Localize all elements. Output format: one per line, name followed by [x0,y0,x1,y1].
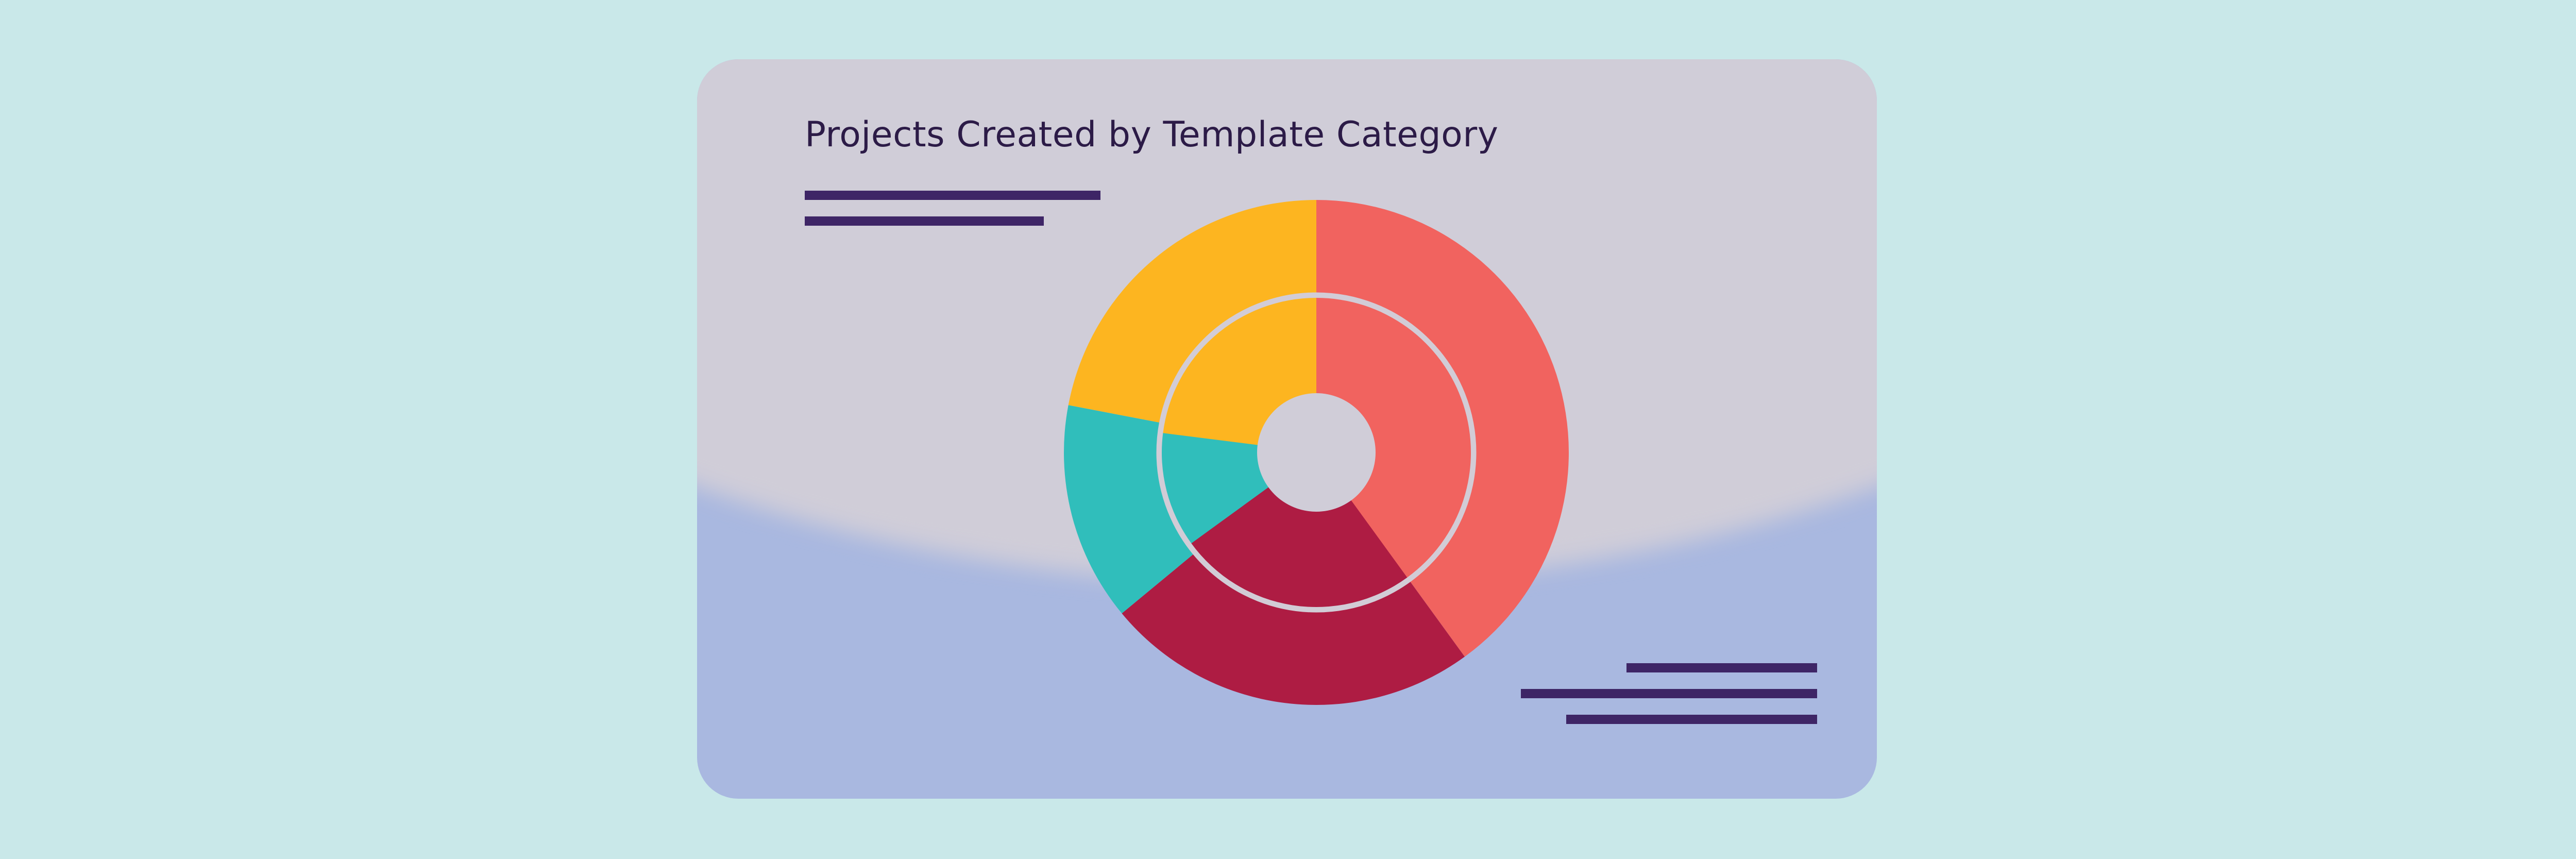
inner-slice-1 [1316,298,1471,578]
chart-title: Projects Created by Template Category [805,114,1499,155]
center-hole [1257,393,1376,512]
subtitle-placeholder-line-1 [805,191,1100,200]
note-placeholder-line-1 [1626,663,1817,672]
note-placeholder-line-2 [1521,689,1817,698]
inner-slice-2 [1191,452,1408,608]
subtitle-placeholder-line-2 [805,216,1044,226]
inner-ring [1162,298,1471,608]
ring-separator [1156,292,1477,613]
note-placeholder-line-3 [1566,715,1817,724]
